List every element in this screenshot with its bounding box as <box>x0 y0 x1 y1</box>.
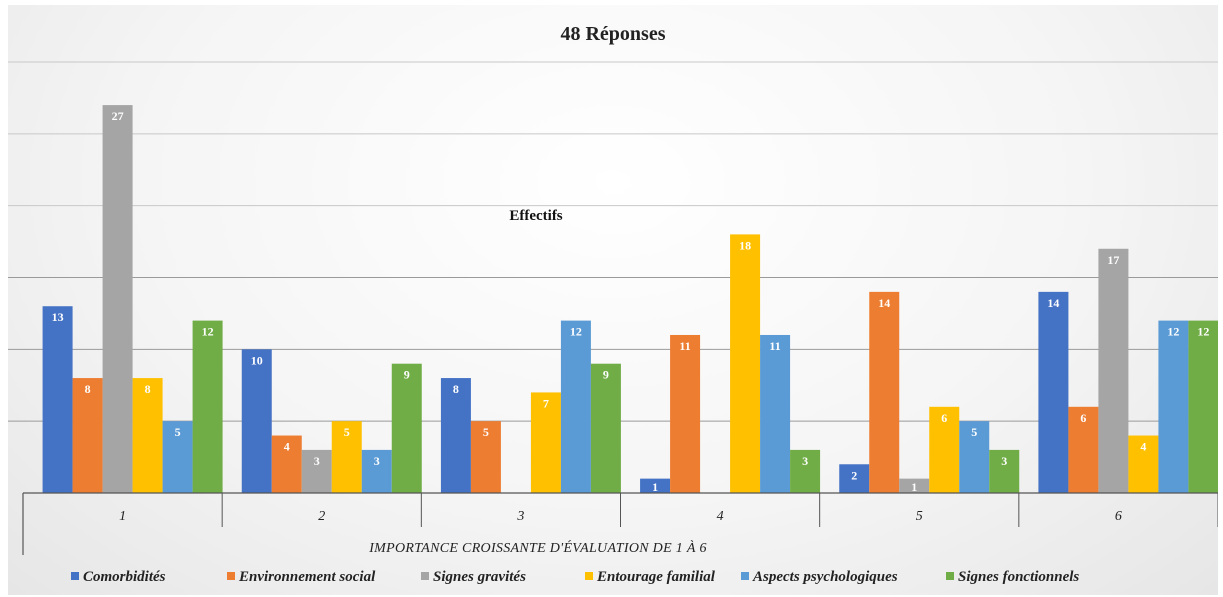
data-label: 8 <box>85 382 91 396</box>
legend-label: Comorbidités <box>83 569 166 585</box>
bar <box>1128 435 1159 493</box>
data-label: 3 <box>374 454 380 468</box>
data-label: 11 <box>679 339 690 353</box>
data-label: 18 <box>739 238 751 252</box>
bar <box>301 449 332 493</box>
data-label: 27 <box>112 109 124 123</box>
legend-label: Entourage familial <box>596 569 716 585</box>
bar <box>102 105 133 493</box>
data-label: 6 <box>941 411 947 425</box>
bar <box>590 363 621 493</box>
chart-container: 13 8 27 8 5 12 10 4 3 5 3 9 8 5 7 12 9 1 11 18 11 3 2 14 1 6 5 3 14 6… <box>8 5 1218 595</box>
y-axis-label: Effectifs <box>509 208 562 224</box>
legend: Comorbidités Environnement social Signes g… <box>71 569 1079 585</box>
data-label: 2 <box>851 468 857 482</box>
data-label: 3 <box>1001 454 1007 468</box>
bar <box>470 421 501 493</box>
bar <box>670 334 701 493</box>
data-label: 8 <box>453 382 459 396</box>
legend-swatch <box>227 572 235 580</box>
data-label: 17 <box>1107 253 1119 267</box>
bar <box>899 478 930 493</box>
legend-swatch <box>421 572 429 580</box>
x-tick-label: 5 <box>916 509 923 524</box>
data-label: 9 <box>404 368 410 382</box>
bar <box>42 306 73 493</box>
bar <box>839 464 870 493</box>
bar <box>361 449 392 493</box>
data-label: 1 <box>652 480 658 494</box>
bar <box>640 478 671 493</box>
bar <box>959 421 990 493</box>
data-label: 1 <box>911 480 917 494</box>
x-tick-label: 2 <box>318 509 325 524</box>
bar <box>1068 406 1099 493</box>
data-label: 11 <box>769 339 780 353</box>
data-label: 5 <box>483 425 489 439</box>
data-label: 13 <box>52 310 64 324</box>
data-label: 4 <box>1140 440 1146 454</box>
data-label: 12 <box>1197 325 1209 339</box>
legend-label: Signes gravités <box>433 569 526 585</box>
data-label: 6 <box>1080 411 1086 425</box>
legend-label: Signes fonctionnels <box>958 569 1079 585</box>
bar <box>72 378 103 493</box>
bar <box>929 406 960 493</box>
legend-swatch <box>741 572 749 580</box>
bar <box>391 363 422 493</box>
bar <box>1188 320 1218 493</box>
bar <box>730 234 761 493</box>
x-tick-label: 6 <box>1115 509 1122 524</box>
bar <box>869 291 900 493</box>
x-tick-label: 4 <box>717 509 724 524</box>
data-label: 14 <box>1047 296 1059 310</box>
data-label: 3 <box>802 454 808 468</box>
data-label: 14 <box>878 296 890 310</box>
bar <box>1098 248 1129 493</box>
legend-swatch <box>585 572 593 580</box>
bar <box>760 334 791 493</box>
data-label: 9 <box>603 368 609 382</box>
x-axis-label: IMPORTANCE CROISSANTE D'ÉVALUATION DE 1 … <box>368 539 707 556</box>
data-label: 8 <box>145 382 151 396</box>
data-label: 5 <box>344 425 350 439</box>
data-label: 12 <box>570 325 582 339</box>
bar <box>331 421 362 493</box>
bar <box>132 378 163 493</box>
data-label: 7 <box>543 396 549 410</box>
x-tick-label: 1 <box>119 509 126 524</box>
bar <box>192 320 223 493</box>
legend-swatch <box>946 572 954 580</box>
data-label: 5 <box>175 425 181 439</box>
bar <box>162 421 193 493</box>
bar <box>530 392 561 493</box>
bar <box>560 320 591 493</box>
bar <box>1038 291 1069 493</box>
bar <box>440 378 471 493</box>
chart-title: 48 Réponses <box>560 23 665 45</box>
data-label: 12 <box>202 325 214 339</box>
data-label: 3 <box>314 454 320 468</box>
x-tick-label: 3 <box>516 509 524 524</box>
data-label: 12 <box>1167 325 1179 339</box>
legend-label: Aspects psychologiques <box>752 569 898 585</box>
bars: 1382785121043539857129111181132141653146… <box>42 105 1218 494</box>
legend-swatch <box>71 572 79 580</box>
bar <box>271 435 302 493</box>
x-axis: 1 2 3 4 5 6 <box>22 492 1218 555</box>
data-label: 10 <box>251 353 263 367</box>
bar-chart: 1382785121043539857129111181132141653146… <box>8 23 1218 585</box>
data-label: 5 <box>971 425 977 439</box>
legend-label: Environnement social <box>238 569 376 585</box>
data-label: 4 <box>284 440 290 454</box>
bar <box>790 449 821 493</box>
bar <box>1158 320 1189 493</box>
bar <box>989 449 1020 493</box>
bar <box>241 349 272 493</box>
